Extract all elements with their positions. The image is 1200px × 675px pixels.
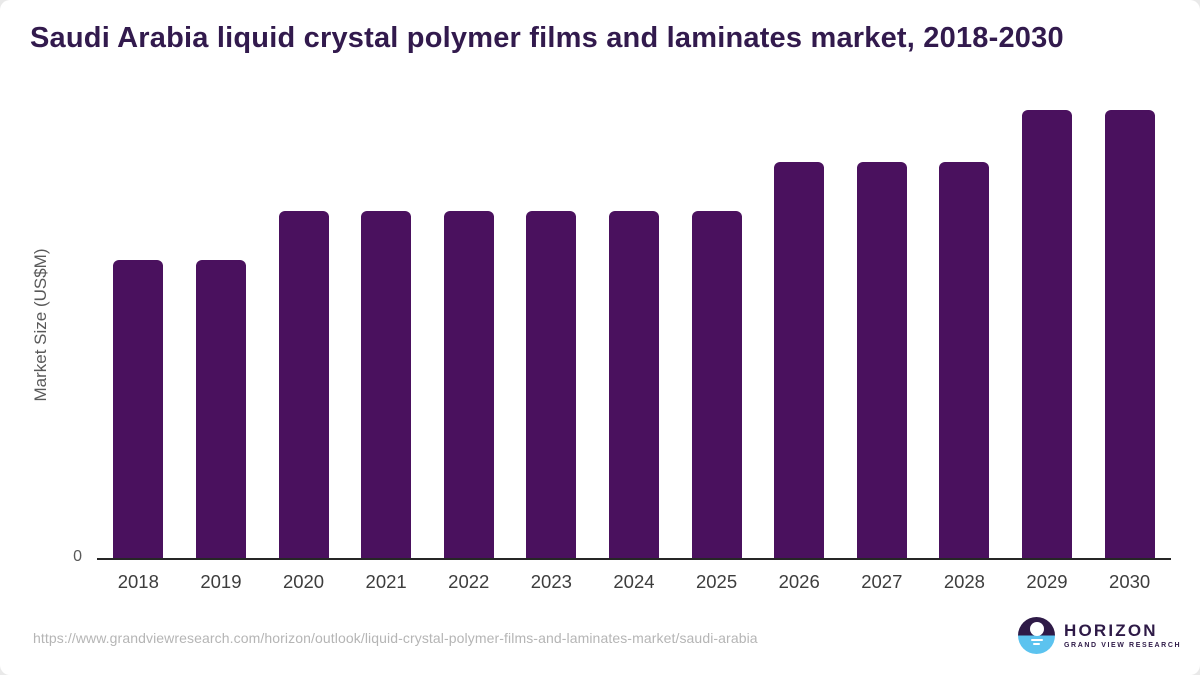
horizon-logo-icon <box>1018 617 1055 654</box>
y-axis-label: Market Size (US$M) <box>31 248 50 402</box>
x-tick-label-2028: 2028 <box>943 571 985 592</box>
x-tick-label-2027: 2027 <box>861 571 903 592</box>
logo-reflection-dash <box>1030 638 1043 641</box>
page-title: Saudi Arabia liquid crystal polymer film… <box>30 22 1064 54</box>
bar-slot-2027 <box>840 110 923 558</box>
bar-slot-2020 <box>262 110 345 558</box>
logo-text: HORIZON GRAND VIEW RESEARCH <box>1064 622 1181 649</box>
x-tick-label-2022: 2022 <box>448 571 490 592</box>
bar-2018 <box>113 260 164 558</box>
bar-2025 <box>691 210 742 558</box>
bar-2022 <box>443 210 494 558</box>
bar-2027 <box>856 161 907 558</box>
x-tick-label-2024: 2024 <box>613 571 655 592</box>
horizon-logo: HORIZON GRAND VIEW RESEARCH <box>1018 617 1181 654</box>
bar-2029 <box>1022 110 1072 558</box>
x-axis-labels: 2018 2019 2020 2021 2022 2023 2024 2025 2026 2027… <box>97 571 1171 593</box>
logo-reflection-dash <box>1033 642 1040 645</box>
bar-slot-2019 <box>180 110 263 558</box>
x-tick-label-2025: 2025 <box>695 571 738 592</box>
x-tick-label-2026: 2026 <box>778 571 820 592</box>
x-tick-label-2023: 2023 <box>530 571 572 592</box>
bar-slot-2029 <box>1006 110 1089 558</box>
bar-slot-2018 <box>97 110 180 558</box>
plot-area <box>97 110 1171 560</box>
logo-sun-hole <box>1029 622 1044 636</box>
bar-2020 <box>278 210 329 558</box>
bar-slot-2022 <box>427 110 510 558</box>
bar-slot-2026 <box>758 110 841 558</box>
y-tick-zero: 0 <box>73 548 82 565</box>
bar-2026 <box>774 161 825 558</box>
x-tick-label-2020: 2020 <box>282 571 325 592</box>
bar-slot-2023 <box>510 110 593 558</box>
bar-2030 <box>1104 110 1155 558</box>
bar-slot-2025 <box>675 110 758 558</box>
bar-2024 <box>608 210 659 558</box>
bar-slot-2028 <box>923 110 1006 558</box>
bar-slot-2021 <box>345 110 428 558</box>
bar-slot-2024 <box>593 110 676 558</box>
bar-2028 <box>939 161 990 558</box>
logo-sub-brand-text: GRAND VIEW RESEARCH <box>1064 641 1182 649</box>
source-url: https://www.grandviewresearch.com/horizo… <box>33 630 758 646</box>
x-tick-label-2030: 2030 <box>1109 571 1151 592</box>
bar-2021 <box>361 210 412 558</box>
x-tick-label-2018: 2018 <box>117 571 159 592</box>
x-tick-label-2029: 2029 <box>1026 571 1068 592</box>
bar-2019 <box>195 260 246 558</box>
x-tick-label-2019: 2019 <box>200 571 242 592</box>
bar-2023 <box>526 210 577 558</box>
bar-slot-2030 <box>1088 110 1171 558</box>
x-tick-label-2021: 2021 <box>365 571 407 592</box>
logo-brand-text: HORIZON <box>1064 621 1158 641</box>
